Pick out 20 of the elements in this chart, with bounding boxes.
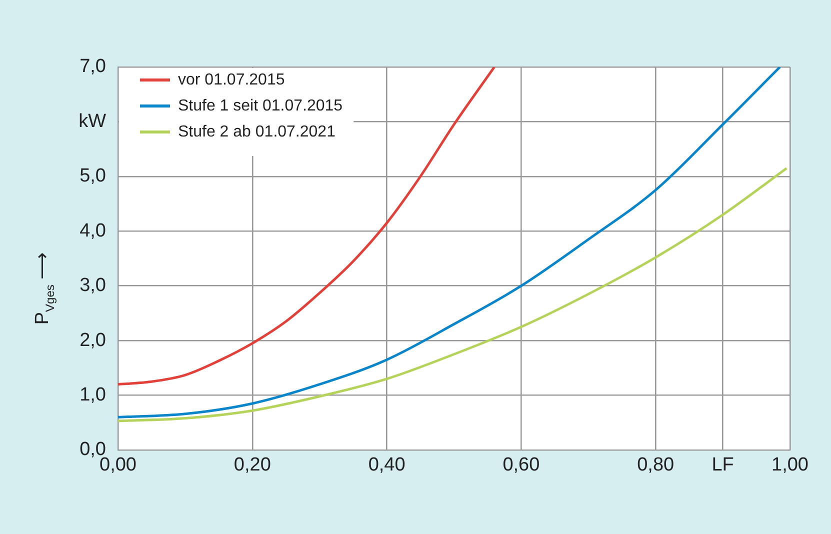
y-tick-label: kW xyxy=(78,110,106,132)
y-axis-title: PVges ⟶ xyxy=(32,252,57,325)
legend-label: Stufe 2 ab 01.07.2021 xyxy=(178,123,336,140)
y-tick-label: 3,0 xyxy=(80,275,106,296)
line-series xyxy=(118,67,496,386)
y-tick-label: 2,0 xyxy=(80,330,106,351)
line-series xyxy=(118,67,782,418)
x-tick-label: 0,80 xyxy=(637,454,674,476)
x-tick-label: 0,20 xyxy=(234,454,271,476)
x-tick-label: LF xyxy=(712,454,734,476)
x-tick-label: 0,60 xyxy=(502,454,540,476)
legend-label: Stufe 1 seit 01.07.2015 xyxy=(178,97,343,114)
x-tick-label: 0,40 xyxy=(368,454,406,476)
y-tick-label: 4,0 xyxy=(80,220,106,242)
line-series xyxy=(118,166,788,422)
y-tick-label: 5,0 xyxy=(80,166,106,187)
legend-label: vor 01.07.2015 xyxy=(178,71,285,88)
y-tick-label: 7,0 xyxy=(80,56,106,78)
x-tick-label: 1,00 xyxy=(772,454,808,476)
y-tick-label: 1,0 xyxy=(80,384,106,406)
